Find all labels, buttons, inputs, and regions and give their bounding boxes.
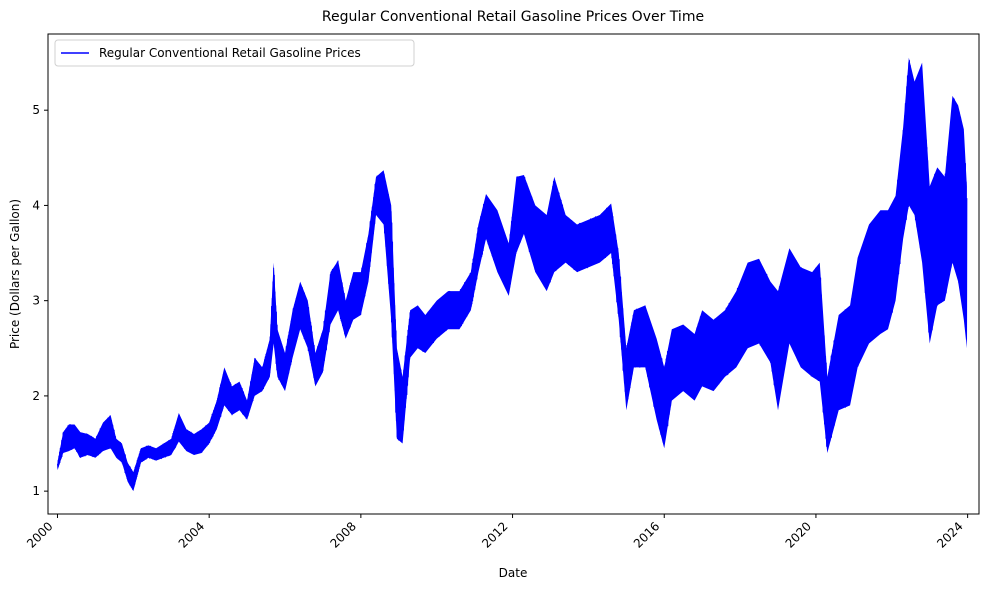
y-tick-label: 4 [32,198,40,212]
legend-box [54,39,415,67]
series-line [56,60,968,490]
y-tick-label: 1 [32,484,40,498]
y-tick-label: 5 [32,103,40,117]
plot-frame [47,33,980,515]
y-tick-label: 2 [32,389,40,403]
chart-title: Regular Conventional Retail Gasoline Pri… [322,9,704,25]
y-axis-title: Price (Dollars per Gallon) [8,199,22,349]
series-layer [56,57,968,492]
y-axis: 1 2 3 4 5 [32,103,48,498]
legend: Regular Conventional Retail Gasoline Pri… [54,39,415,67]
x-axis-title: Date [499,566,528,580]
legend-label: Regular Conventional Retail Gasoline Pri… [99,46,361,60]
y-tick-label: 3 [32,294,40,308]
